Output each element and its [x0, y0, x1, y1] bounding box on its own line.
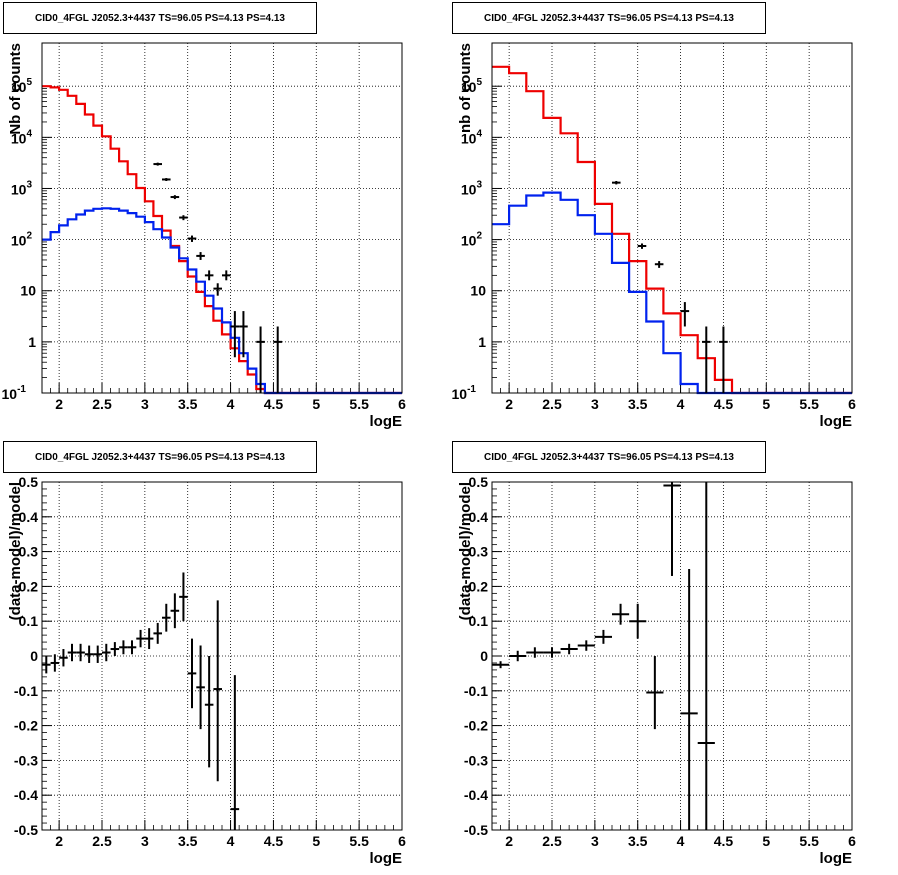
y-axis-title: (data-model)/model	[457, 482, 474, 620]
y-tick-label: -0.5	[464, 822, 488, 838]
x-tick-label: 3.5	[178, 396, 198, 412]
plot-title: CID0_4FGL J2052.3+4437 TS=96.05 PS=4.13 …	[452, 2, 766, 34]
y-tick-label: 0.2	[469, 578, 489, 594]
y-tick-label: -0.1	[464, 683, 488, 699]
x-tick-label: 5	[312, 833, 320, 849]
x-tick-label: 4.5	[264, 833, 284, 849]
x-tick-label: 4	[227, 396, 235, 412]
plot-title: CID0_4FGL J2052.3+4437 TS=96.05 PS=4.13 …	[3, 2, 317, 34]
y-tick-label: -0.2	[464, 718, 488, 734]
plot-title: CID0_4FGL J2052.3+4437 TS=96.05 PS=4.13 …	[452, 441, 766, 473]
x-tick-label: 4	[227, 833, 235, 849]
x-tick-label: 3.5	[628, 396, 648, 412]
plot-title: CID0_4FGL J2052.3+4437 TS=96.05 PS=4.13 …	[3, 441, 317, 473]
plot-frame	[491, 42, 853, 394]
x-tick-label: 2.5	[92, 833, 112, 849]
y-tick-label: 0.2	[19, 578, 39, 594]
x-tick-label: 2	[505, 833, 513, 849]
y-tick-label: 0.1	[469, 613, 489, 629]
x-tick-label: 2.5	[542, 396, 562, 412]
x-tick-label: 3	[141, 833, 149, 849]
x-tick-label: 5.5	[799, 396, 819, 412]
y-tick-label: -0.4	[14, 787, 38, 803]
y-tick-label: 102	[11, 231, 33, 249]
plot-frame	[41, 42, 403, 394]
x-tick-label: 6	[848, 396, 856, 412]
x-tick-label: 5	[762, 833, 770, 849]
y-tick-label: -0.2	[14, 718, 38, 734]
y-tick-label: 0.5	[469, 474, 489, 490]
y-tick-label: 103	[461, 179, 483, 197]
x-tick-label: 4.5	[714, 833, 734, 849]
y-axis-title: Nb of counts	[7, 43, 24, 135]
y-axis-title: nb of counts	[457, 43, 474, 133]
x-tick-label: 5.5	[799, 833, 819, 849]
plot-frame	[491, 481, 853, 831]
y-tick-label: 10	[470, 283, 486, 299]
x-tick-label: 3	[141, 396, 149, 412]
y-tick-label: -0.5	[14, 822, 38, 838]
y-tick-label: 0.4	[469, 509, 489, 525]
spectrum-plot-bin020: 2 2.5 3 3.5 4 4.5 5 5.5 610-1110102103104105logE…	[452, 42, 856, 430]
source-model-histogram	[42, 207, 402, 395]
total-model-histogram	[492, 65, 852, 395]
source-model-histogram	[492, 191, 852, 395]
y-tick-label: 0.3	[19, 544, 39, 560]
y-tick-label: 102	[461, 231, 483, 249]
residual-plot-bin010: 2 2.5 3 3.5 4 4.5 5 5.5 6 -0.5 -0.4 -0.3 -0.2 -0.1 0 0.…	[7, 474, 406, 867]
y-axis-title: (data-model)/model	[7, 482, 24, 620]
x-tick-label: 4	[677, 833, 685, 849]
plot-frame	[41, 481, 403, 831]
x-tick-label: 3.5	[628, 833, 648, 849]
x-tick-label: 4	[677, 396, 685, 412]
x-tick-label: 5.5	[349, 833, 369, 849]
y-tick-label: 103	[11, 179, 33, 197]
y-tick-label: 0.5	[19, 474, 39, 490]
x-axis-title: logE	[820, 850, 853, 867]
y-tick-label: 0	[480, 648, 488, 664]
x-tick-label: 2	[505, 396, 513, 412]
y-tick-label: 10	[20, 283, 36, 299]
x-axis-title: logE	[820, 413, 853, 430]
y-tick-label: 0.4	[19, 509, 39, 525]
y-tick-label: 0.3	[469, 544, 489, 560]
y-tick-label: -0.3	[464, 752, 488, 768]
y-tick-label: 10-1	[452, 384, 477, 402]
y-tick-label: 0	[30, 648, 38, 664]
x-tick-label: 5.5	[349, 396, 369, 412]
x-tick-label: 6	[398, 833, 406, 849]
x-tick-label: 6	[398, 396, 406, 412]
y-tick-label: -0.3	[14, 752, 38, 768]
residual-plot-bin020: 2 2.5 3 3.5 4 4.5 5 5.5 6 -0.5 -0.4 -0.3 -0.2 -0.1 0 0.…	[457, 474, 856, 867]
x-tick-label: 5	[312, 396, 320, 412]
x-tick-label: 2.5	[542, 833, 562, 849]
x-tick-label: 2	[55, 396, 63, 412]
y-tick-label: 1	[28, 334, 36, 350]
x-tick-label: 2	[55, 833, 63, 849]
x-tick-label: 6	[848, 833, 856, 849]
y-tick-label: -0.4	[464, 787, 488, 803]
y-tick-label: -0.1	[14, 683, 38, 699]
x-axis-title: logE	[370, 413, 403, 430]
x-tick-label: 3.5	[178, 833, 198, 849]
x-tick-label: 4.5	[714, 396, 734, 412]
y-tick-label: 10-1	[2, 384, 27, 402]
x-axis-title: logE	[370, 850, 403, 867]
x-tick-label: 5	[762, 396, 770, 412]
spectrum-plot-bin010: 2 2.5 3 3.5 4 4.5 5 5.5 610-1110102103104105logE…	[2, 42, 406, 430]
x-tick-label: 3	[591, 396, 599, 412]
x-tick-label: 3	[591, 833, 599, 849]
x-tick-label: 2.5	[92, 396, 112, 412]
y-tick-label: 0.1	[19, 613, 39, 629]
y-tick-label: 1	[478, 334, 486, 350]
x-tick-label: 4.5	[264, 396, 284, 412]
